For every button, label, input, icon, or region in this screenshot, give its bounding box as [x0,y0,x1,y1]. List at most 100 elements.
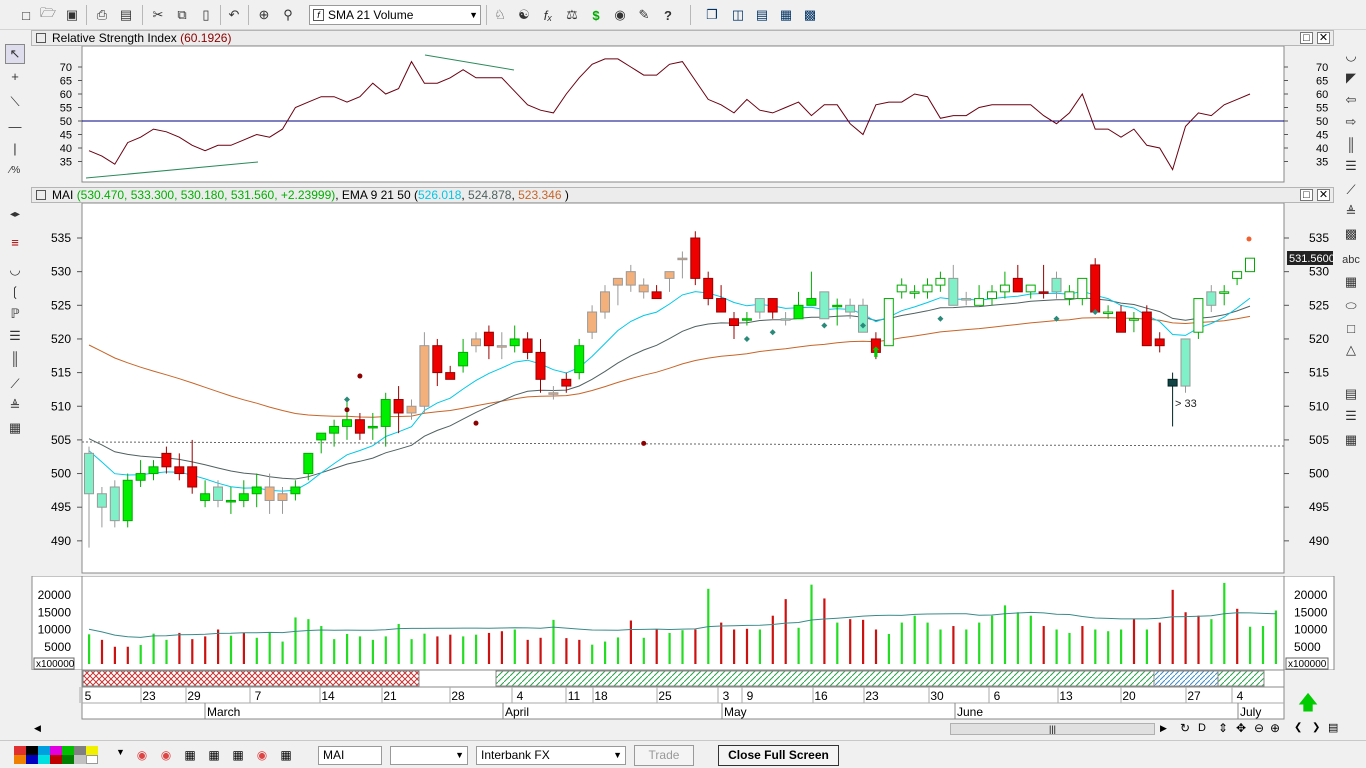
volume-bar [281,641,284,664]
fibonacci-icon[interactable]: ∕% [9,164,21,176]
horizontal-line-icon[interactable]: — [8,118,22,134]
save-icon[interactable]: ▣ [65,7,79,22]
sector-icon[interactable]: ◤ [1346,70,1356,85]
options-icon[interactable]: ▤ [1328,722,1339,734]
period-icon[interactable]: D [1198,722,1206,734]
pattern-icon[interactable]: ▩ [1344,226,1358,241]
trade-icon[interactable]: ♘ [494,7,506,22]
new-icon[interactable]: □ [22,7,30,23]
volume-bar [139,645,142,664]
print-icon[interactable]: ⎙ [96,7,108,22]
binoculars-icon[interactable]: ◉ [614,7,626,22]
fit-icon[interactable]: ⇕ [1218,721,1229,735]
fan-lines-icon[interactable]: ≜ [1345,204,1357,219]
step-forward-icon[interactable]: ❯ [1312,722,1321,733]
tile-horizontal-icon[interactable]: ▤ [755,7,769,22]
maximize-icon[interactable]: □ [1300,32,1313,44]
arrow-left-icon[interactable]: ⇦ [1345,92,1357,107]
gann-box-icon[interactable]: ▦ [1344,432,1358,447]
dollar-icon[interactable]: $ [592,7,600,23]
arc-tool-icon[interactable]: ◡ [1345,48,1357,63]
network-icon[interactable]: ▦ [208,748,220,762]
network-icon[interactable]: ▦ [280,748,292,762]
ray-icon[interactable]: ⟋ [10,376,20,391]
cycle-lines-icon[interactable]: ║ [1346,136,1356,152]
copy-icon[interactable]: ⧉ [177,7,187,22]
zoom-icon[interactable]: ⚲ [283,7,293,22]
arc-icon[interactable]: ◡ [9,262,21,277]
fib-fan-icon[interactable]: ☰ [1345,408,1357,423]
annotation-label: > 33 [1175,398,1197,410]
close-full-screen-button[interactable]: Close Full Screen [718,745,839,766]
undo-icon[interactable]: ↶ [228,7,240,22]
interval-select[interactable]: ▼ [390,746,468,765]
pointer-icon[interactable]: ↖ [5,44,25,64]
levels-icon[interactable]: ☰ [9,328,21,343]
rectangle-icon[interactable]: □ [1347,320,1355,336]
vertical-line-icon[interactable]: | [13,140,17,156]
zoom-out-icon[interactable]: ⊖ [1254,721,1265,735]
session-band-bullish [495,670,1155,687]
maximize-icon[interactable]: □ [1300,189,1313,201]
volume-bar [1094,629,1097,664]
table-tool-icon[interactable]: ▦ [1344,274,1358,289]
tile-vertical-icon[interactable]: ◫ [731,7,745,22]
close-icon[interactable]: ✕ [1317,189,1330,201]
edit-icon[interactable]: ✎ [638,7,650,22]
cut-icon[interactable]: ✂ [152,7,164,22]
symbol-input[interactable]: MAI [318,746,382,765]
step-back-icon[interactable]: ❮ [1294,722,1303,733]
multi-lines-icon[interactable]: ☰ [1345,158,1357,173]
arrow-right-icon[interactable]: ⇨ [1345,114,1357,129]
refresh-icon[interactable]: ↻ [1180,721,1191,735]
move-icon[interactable]: ✥ [1236,721,1247,735]
fib-levels-icon[interactable]: ▤ [1344,386,1358,401]
price-ohlc: (530.470, 533.300, 530.180, 531.560, +2.… [76,188,336,202]
cycles-icon[interactable]: ║ [10,350,20,366]
cascade-icon[interactable]: ❐ [706,7,718,22]
volume-bar [475,634,478,664]
trade-button[interactable]: Trade [634,745,694,766]
open-icon[interactable]: 🗁 [39,5,57,20]
scroll-to-end-button[interactable]: 🡅 [1297,692,1319,714]
fan-icon[interactable]: ❲ [9,284,21,299]
volume-bar [1236,608,1239,664]
close-icon[interactable]: ✕ [1317,32,1330,44]
network-icon[interactable]: ▦ [232,748,244,762]
expert-icon[interactable]: ⚖ [566,7,578,22]
paste-icon[interactable]: ▯ [202,7,210,22]
rsi-axis-label-left: 60 [60,89,72,101]
triangle-icon[interactable]: △ [1346,342,1356,357]
grid-tool-icon[interactable]: ▦ [8,420,22,435]
scroll-right-icon[interactable]: ▶ [1160,723,1167,733]
zoom-in-icon[interactable]: ⊕ [1270,721,1281,735]
trendline-icon[interactable]: ⟍ [10,94,20,109]
slant-line-icon[interactable]: ⟋ [1346,182,1356,197]
crosshair-icon[interactable]: ⊕ [258,7,270,22]
scroll-arrows-icon[interactable]: ◂▸ [9,208,21,220]
help-icon[interactable]: ? [664,7,672,23]
layout-icon[interactable]: ▩ [803,7,817,22]
browser-icon[interactable]: ◉ [160,748,172,762]
network-icon[interactable]: ▦ [184,748,196,762]
price-axis-label-right: 505 [1309,433,1329,447]
channel-icon[interactable]: ≡ [11,234,19,250]
study-select[interactable]: f SMA 21 Volume ▼ [309,5,481,25]
pitchfork-icon[interactable]: ℙ [10,306,20,321]
palette-dropdown-icon[interactable]: ▼ [116,747,125,757]
text-tool-icon[interactable]: abc [1342,254,1360,266]
color-palette[interactable] [14,746,98,764]
ellipse-icon[interactable]: ⬭ [1345,298,1357,313]
browser-icon[interactable]: ◉ [136,748,148,762]
feed-select[interactable]: Interbank FX ▼ [476,746,626,765]
browser-icon[interactable]: ◉ [256,748,268,762]
gann-fan-icon[interactable]: ≜ [9,398,21,413]
volume-bar [616,637,620,664]
function-icon[interactable]: fₓ [543,7,553,23]
print-preview-icon[interactable]: ▤ [119,7,133,22]
indicator-icon[interactable]: ☯ [518,7,530,22]
horizontal-scrollbar[interactable]: ||| [950,723,1155,735]
crosshair-tool-icon[interactable]: + [11,68,19,84]
tile-grid-icon[interactable]: ▦ [779,7,793,22]
scroll-left-icon[interactable]: ◀ [34,723,41,733]
